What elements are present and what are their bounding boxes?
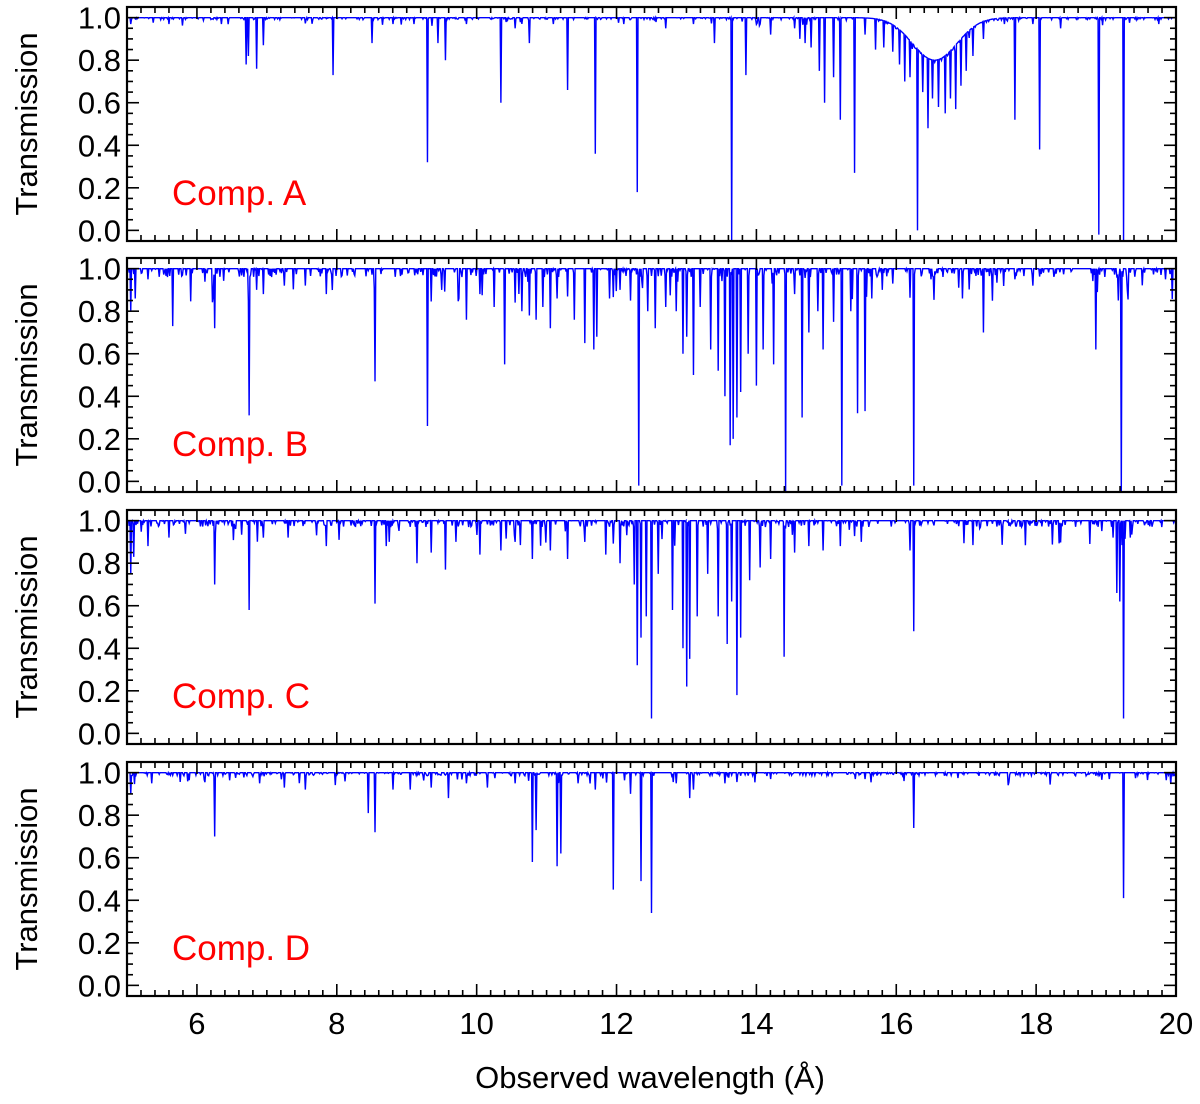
y-tick-label: 0.8 (78, 294, 121, 329)
spectrum-line-4 (127, 769, 1177, 914)
y-tick-label: 0.4 (78, 883, 121, 918)
y-tick-label: 1.0 (78, 756, 121, 791)
y-axis-title: Transmission (9, 32, 44, 215)
spectrum-line-1 (127, 14, 1177, 242)
x-tick-label: 8 (328, 1006, 345, 1041)
y-tick-label: 0.4 (78, 128, 121, 163)
component-label: Comp. B (172, 425, 308, 464)
spectrum-line-2 (126, 266, 1176, 493)
y-tick-label: 0.2 (78, 926, 121, 961)
x-tick-label: 12 (599, 1006, 633, 1041)
y-tick-label: 0.0 (78, 464, 121, 499)
y-tick-label: 0.8 (78, 546, 121, 581)
y-tick-label: 0.2 (78, 422, 121, 457)
x-tick-label: 18 (1019, 1006, 1053, 1041)
spectrum-line-3 (127, 517, 1176, 719)
x-axis-title: Observed wavelength (Å) (475, 1060, 825, 1095)
y-tick-label: 1.0 (78, 504, 121, 539)
y-tick-label: 0.0 (78, 716, 121, 751)
component-label: Comp. A (172, 174, 307, 213)
x-tick-label: 16 (879, 1006, 913, 1041)
y-tick-label: 0.2 (78, 674, 121, 709)
y-axis-title: Transmission (9, 535, 44, 718)
y-tick-label: 0.2 (78, 171, 121, 206)
y-tick-label: 0.6 (78, 841, 121, 876)
y-tick-label: 0.6 (78, 337, 121, 372)
panel-2: 0.0 0.2 0.4 0.6 0.8 1.0 Transmission Comp. B (9, 252, 1178, 499)
panel-3: 0.0 0.2 0.4 0.6 0.8 1.0 Transmission Comp. C (9, 504, 1178, 751)
x-tick-label: 6 (188, 1006, 205, 1041)
y-tick-label: 0.0 (78, 213, 121, 248)
x-tick-label: 14 (739, 1006, 773, 1041)
y-tick-label: 0.4 (78, 379, 121, 414)
panel-4: 0.0 0.2 0.4 0.6 0.8 1.0 Transmission Comp. D (9, 756, 1178, 1003)
x-tick-label: 10 (459, 1006, 493, 1041)
y-tick-label: 0.0 (78, 968, 121, 1003)
y-tick-label: 0.4 (78, 631, 121, 666)
y-tick-label: 0.8 (78, 43, 121, 78)
component-label: Comp. C (172, 677, 310, 716)
y-axis-title: Transmission (9, 283, 44, 466)
y-tick-label: 1.0 (78, 1, 121, 36)
component-label: Comp. D (172, 929, 310, 968)
y-tick-label: 1.0 (78, 252, 121, 287)
panel-1: 0.0 0.2 0.4 0.6 0.8 1.0 Transmission Comp. A (9, 1, 1178, 248)
y-tick-label: 0.6 (78, 86, 121, 121)
x-tick-label: 20 (1159, 1006, 1193, 1041)
y-tick-label: 0.6 (78, 589, 121, 624)
y-tick-label: 0.8 (78, 798, 121, 833)
y-axis-title: Transmission (9, 787, 44, 970)
